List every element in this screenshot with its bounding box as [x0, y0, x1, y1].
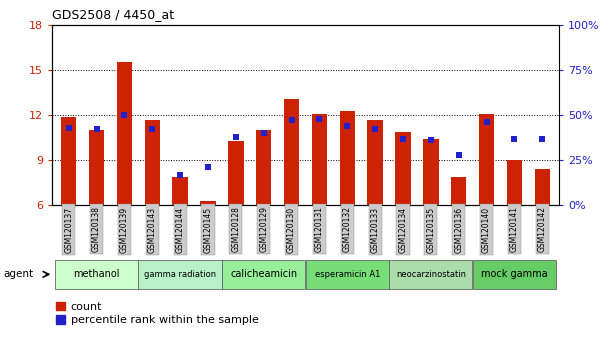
Text: GDS2508 / 4450_at: GDS2508 / 4450_at — [52, 8, 174, 21]
Text: GSM120132: GSM120132 — [343, 206, 352, 252]
Bar — [479, 114, 494, 205]
Bar — [61, 116, 76, 205]
Text: mock gamma: mock gamma — [481, 269, 548, 279]
Text: GSM120142: GSM120142 — [538, 206, 547, 252]
Text: methanol: methanol — [73, 269, 120, 279]
Text: GSM120136: GSM120136 — [454, 206, 463, 252]
Bar — [228, 141, 244, 205]
Text: GSM120130: GSM120130 — [287, 206, 296, 252]
FancyBboxPatch shape — [55, 260, 138, 289]
FancyBboxPatch shape — [306, 260, 389, 289]
Bar — [451, 177, 466, 205]
Text: GSM120145: GSM120145 — [203, 206, 213, 252]
Text: GSM120131: GSM120131 — [315, 206, 324, 252]
Bar — [145, 120, 160, 205]
Text: GSM120129: GSM120129 — [259, 206, 268, 252]
Bar — [395, 132, 411, 205]
Text: GSM120128: GSM120128 — [232, 206, 240, 252]
Text: neocarzinostatin: neocarzinostatin — [396, 270, 466, 279]
Text: GSM120135: GSM120135 — [426, 206, 436, 252]
Bar — [367, 120, 383, 205]
Text: GSM120134: GSM120134 — [398, 206, 408, 252]
Bar — [284, 98, 299, 205]
Bar — [312, 114, 327, 205]
Text: GSM120140: GSM120140 — [482, 206, 491, 252]
FancyBboxPatch shape — [473, 260, 556, 289]
Text: GSM120141: GSM120141 — [510, 206, 519, 252]
Bar — [200, 201, 216, 205]
Bar — [423, 139, 439, 205]
Text: calicheamicin: calicheamicin — [230, 269, 298, 279]
Text: GSM120143: GSM120143 — [148, 206, 157, 252]
Text: GSM120139: GSM120139 — [120, 206, 129, 252]
Legend: count, percentile rank within the sample: count, percentile rank within the sample — [52, 297, 263, 330]
Bar — [117, 62, 132, 205]
Text: GSM120144: GSM120144 — [175, 206, 185, 252]
Text: agent: agent — [3, 269, 33, 279]
Text: GSM120137: GSM120137 — [64, 206, 73, 252]
Text: GSM120133: GSM120133 — [371, 206, 379, 252]
Bar — [340, 110, 355, 205]
FancyBboxPatch shape — [389, 260, 472, 289]
Text: GSM120138: GSM120138 — [92, 206, 101, 252]
FancyBboxPatch shape — [138, 260, 222, 289]
Bar — [256, 130, 271, 205]
Text: esperamicin A1: esperamicin A1 — [315, 270, 380, 279]
Text: gamma radiation: gamma radiation — [144, 270, 216, 279]
Bar — [535, 169, 550, 205]
Bar — [89, 130, 104, 205]
FancyBboxPatch shape — [222, 260, 306, 289]
Bar — [507, 160, 522, 205]
Bar — [172, 177, 188, 205]
